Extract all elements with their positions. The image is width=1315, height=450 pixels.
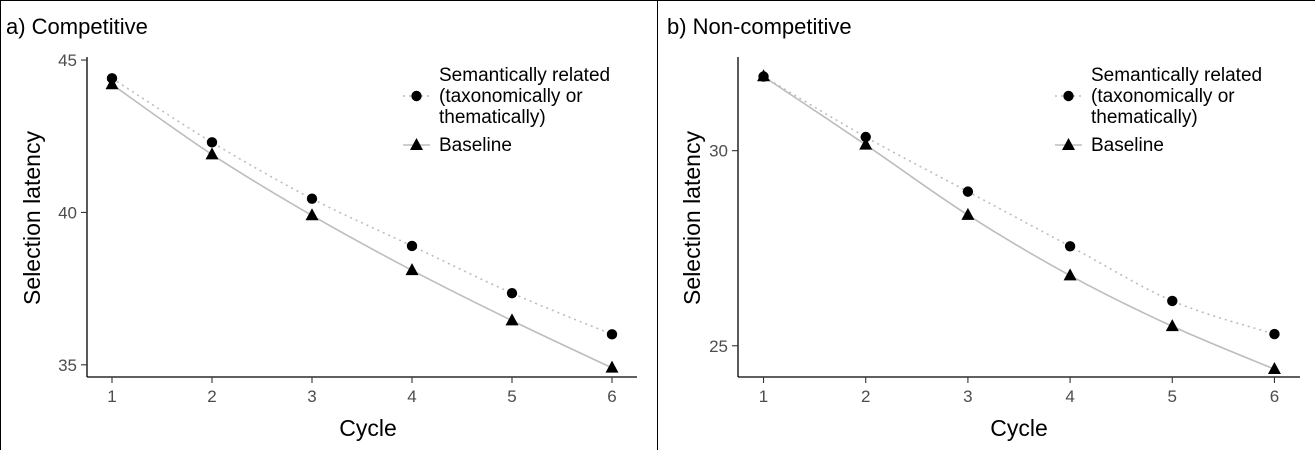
plot-area [105,73,619,373]
panel-competitive: a) Competitive Selection latency Cycle 1… [6,14,637,441]
x-tick-label: 6 [607,387,616,406]
point-semantically-related [1269,328,1280,340]
point-baseline [1267,361,1281,374]
axis-ticks: 1 2 3 4 5 6 25 30 [709,57,1300,406]
x-tick-label: 3 [963,387,972,406]
y-tick-label: 45 [58,51,77,70]
point-baseline [505,313,519,326]
point-semantically-related [1064,241,1076,252]
legend-label: Baseline [439,135,512,156]
point-semantically-related [206,137,218,148]
panel-title-non-competitive: b) Non-competitive [667,14,852,39]
plot-area [757,69,1281,374]
legend-label: thematically) [439,107,546,128]
y-tick-label: 30 [709,142,728,161]
legend-key-triangle [1062,138,1075,150]
legend: Semantically related(taxonomically orthe… [1055,65,1262,156]
point-baseline [961,207,975,220]
legend-label: (taxonomically or [1091,86,1235,107]
panel-title-competitive: a) Competitive [6,14,148,39]
point-semantically-related [506,287,518,299]
point-baseline [205,147,219,160]
point-baseline [305,208,319,221]
point-baseline [105,77,119,90]
x-tick-label: 6 [1270,387,1279,406]
x-axis-title: Cycle [990,415,1048,441]
series-line-baseline [111,83,613,369]
y-tick-label: 25 [709,337,728,356]
point-semantically-related [606,329,618,340]
y-axis-title: Selection latency [679,131,705,305]
point-semantically-related [860,131,871,143]
x-tick-label: 5 [1168,387,1177,406]
point-semantically-related [406,240,418,252]
x-tick-label: 4 [1065,387,1074,406]
legend-key-circle [1063,90,1074,102]
legend-key-triangle [410,138,423,150]
legend-label: Semantically related [439,65,610,86]
y-axis-title: Selection latency [19,131,45,305]
legend-label: (taxonomically or [439,86,583,107]
panel-non-competitive: b) Non-competitive Selection latency Cyc… [667,14,1300,441]
point-baseline [1165,319,1179,332]
point-baseline [405,263,419,276]
x-tick-label: 4 [407,387,416,406]
series-line-semantically-related [763,75,1275,335]
point-semantically-related [1167,295,1178,307]
legend-label: Semantically related [1091,65,1262,86]
x-tick-label: 2 [861,387,870,406]
x-axis-title: Cycle [339,415,397,441]
x-tick-label: 1 [759,387,768,406]
x-tick-label: 5 [507,387,516,406]
point-semantically-related [306,193,318,204]
legend: Semantically related(taxonomically orthe… [403,65,610,156]
point-baseline [605,360,619,373]
point-baseline [1063,268,1077,281]
point-baseline [757,69,771,82]
y-tick-label: 35 [58,356,77,375]
x-tick-label: 1 [107,387,116,406]
y-tick-label: 40 [58,203,77,222]
legend-key-circle [411,90,422,102]
x-tick-label: 2 [207,387,216,406]
series-line-semantically-related [111,77,613,336]
series-line-baseline [763,75,1275,370]
x-tick-label: 3 [307,387,316,406]
legend-label: thematically) [1091,107,1198,128]
point-baseline [859,137,873,150]
legend-label: Baseline [1091,135,1164,156]
point-semantically-related [962,186,974,197]
